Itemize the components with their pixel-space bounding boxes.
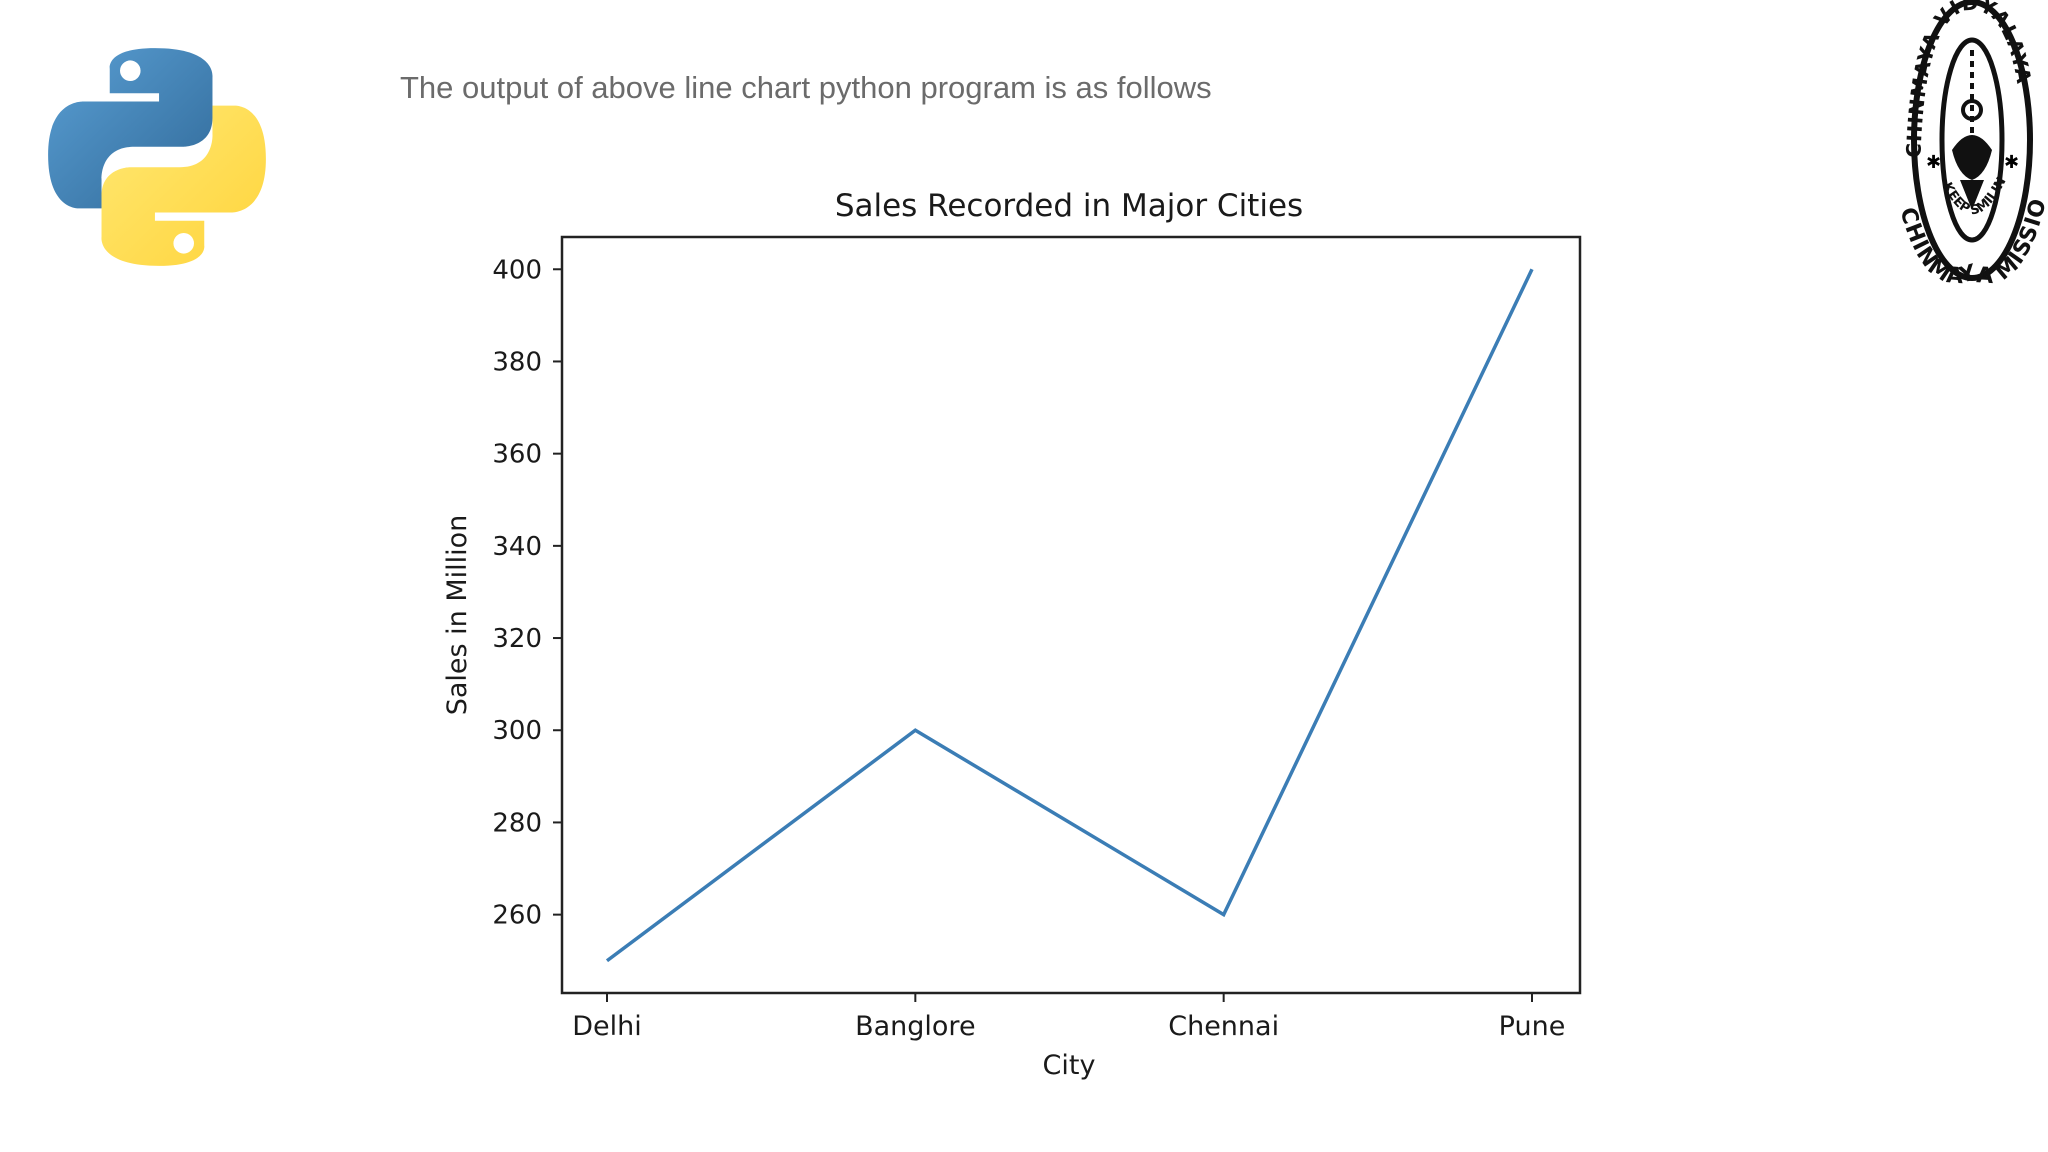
plot-frame: [560, 235, 1582, 995]
x-tick-label: Banglore: [855, 1011, 975, 1042]
y-tick-label: 360: [492, 440, 542, 470]
y-axis: 260 280 300 320 340 360 380 400: [492, 255, 562, 931]
x-tick-label: Delhi: [572, 1011, 642, 1042]
svg-text:✱: ✱: [1926, 152, 1941, 173]
x-axis: Delhi Banglore Chennai Pune: [572, 993, 1565, 1042]
svg-text:✱: ✱: [2004, 152, 2019, 173]
y-tick-label: 260: [492, 901, 542, 931]
y-tick-label: 280: [492, 808, 542, 838]
y-tick-label: 340: [492, 532, 542, 562]
y-tick-label: 320: [492, 624, 542, 654]
x-tick-label: Pune: [1499, 1011, 1566, 1042]
y-tick-label: 300: [492, 716, 542, 746]
y-tick-label: 380: [492, 347, 542, 377]
python-logo-icon: [48, 48, 266, 266]
slide-caption: The output of above line chart python pr…: [400, 70, 1212, 105]
x-axis-label: City: [1043, 1050, 1096, 1081]
chart-title: Sales Recorded in Major Cities: [835, 188, 1303, 224]
x-tick-label: Chennai: [1168, 1011, 1279, 1042]
y-axis-label: Sales in Million: [442, 515, 473, 716]
series-line: [605, 268, 1534, 963]
school-seal-icon: ✱ ✱ CHINMAYA VIDYALAYA KEEP SMILING CHIN…: [1890, 0, 2048, 289]
y-tick-label: 400: [492, 255, 542, 285]
